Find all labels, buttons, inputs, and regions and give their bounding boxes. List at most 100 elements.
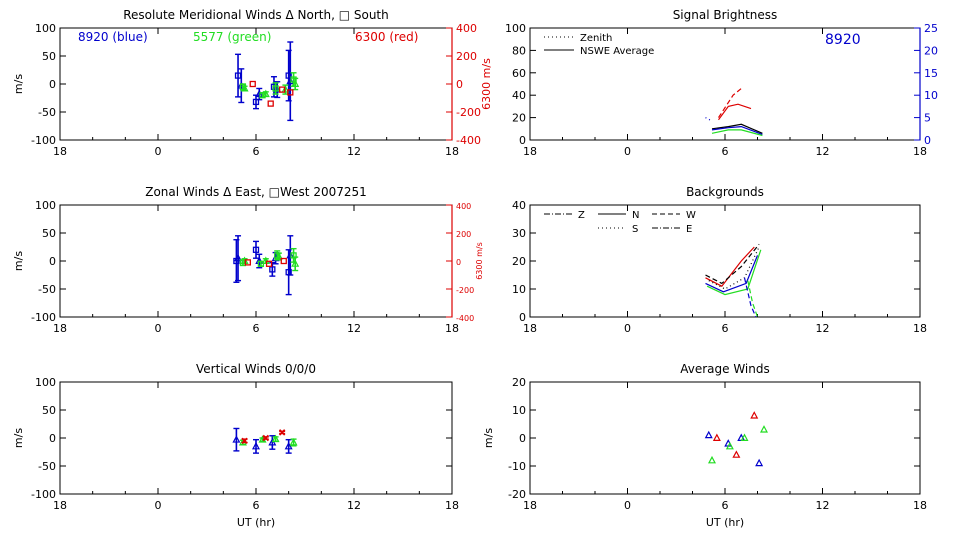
x-tick-label: 18 [53,322,67,335]
right-y-tick-label: 0 [924,134,931,147]
data-point [712,433,721,441]
data-point [265,260,273,267]
x-tick-label: 6 [253,145,260,158]
x-tick-label: 18 [913,499,927,512]
right-y-axis-label: 6300 m/s [480,58,493,110]
data-point [240,84,249,92]
y-tick-label: 50 [42,404,56,417]
data-point [262,434,270,442]
legend-label: N [632,210,639,221]
data-point [285,72,292,79]
data-point [271,434,280,443]
y-tick-label: 100 [35,22,56,35]
y-tick-label: 100 [35,199,56,212]
x-tick-label: 6 [722,499,729,512]
right-y-tick-label: 5 [924,112,931,125]
x-tick-label: 18 [445,322,459,335]
data-point [267,100,274,107]
series-line [705,255,759,293]
y-tick-label: 0 [49,78,56,91]
y-tick-label: -10 [508,460,526,473]
x-axis-label: UT (hr) [706,516,744,529]
y-tick-label: -50 [38,460,56,473]
y-axis-label: m/s [12,251,25,271]
right-y-tick-label: -400 [456,134,481,147]
data-point [289,438,298,446]
x-tick-label: 18 [523,322,537,335]
data-point [274,252,283,260]
right-y-tick-label: 400 [456,202,471,211]
series-line [705,243,760,285]
plot-frame [59,381,453,495]
series-annotation: 8920 (blue) [78,30,148,44]
series-line [743,277,757,318]
series-annotation: 5577 (green) [193,30,271,44]
data-point [234,253,243,262]
data-point [261,256,270,264]
right-y-tick-label: 200 [456,230,471,239]
y-tick-label: 30 [512,227,526,240]
y-axis-label: m/s [12,428,25,448]
right-y-tick-label: 25 [924,22,938,35]
x-tick-label: 18 [913,145,927,158]
y-tick-label: 0 [519,134,526,147]
x-tick-label: 12 [816,145,830,158]
right-y-tick-label: 200 [456,50,477,63]
y-tick-label: 60 [512,67,526,80]
data-point [240,256,249,264]
data-point [286,250,295,259]
data-point [290,76,297,83]
y-tick-label: 20 [512,376,526,389]
y-axis-label: m/s [482,428,495,448]
chart-average: Average Winds 18 0 6 12 18 20 10 0 -10 -20 m/s UT (h… [482,362,927,529]
x-tick-label: 6 [253,322,260,335]
y-axis-label: m/s [12,74,25,94]
legend-label: NSWE Average [580,46,654,57]
right-y-tick-label: -200 [456,286,474,295]
series-line [747,280,759,318]
y-tick-label: 100 [35,376,56,389]
series-line [711,125,763,135]
data-point [280,257,287,265]
x-tick-label: 0 [155,145,162,158]
chart-zonal: Zonal Winds Δ East, □West 2007251 18 0 6 12 1… [12,185,484,335]
y-tick-label: 0 [49,432,56,445]
data-point [284,441,293,450]
series-annotation: 6300 (red) [355,30,418,44]
y-tick-label: 20 [512,112,526,125]
data-point [750,411,759,419]
x-tick-label: 12 [816,499,830,512]
y-tick-label: 0 [519,311,526,324]
y-tick-label: 40 [512,89,526,102]
right-y-tick-label: 0 [456,258,461,267]
y-tick-label: -50 [38,283,56,296]
x-tick-label: 0 [155,499,162,512]
y-tick-label: 0 [519,432,526,445]
data-point [286,76,295,85]
data-point [272,85,279,92]
data-point [281,85,290,93]
plot-frame [529,204,921,318]
x-tick-label: 6 [253,499,260,512]
legend-label: E [686,224,692,235]
plot-area [232,427,298,454]
chart-title: Resolute Meridional Winds Δ North, □ Sou… [123,8,389,22]
y-tick-label: -100 [31,134,56,147]
right-y-tick-label: 400 [456,22,477,35]
data-point [704,430,713,439]
x-tick-label: 6 [722,322,729,335]
x-tick-label: 18 [53,499,67,512]
x-tick-label: 0 [624,499,631,512]
plot-area [234,41,300,122]
data-point [241,437,248,445]
legend-label: W [686,210,696,221]
data-point [755,458,764,467]
data-point [249,80,256,88]
right-y-tick-label: 0 [456,78,463,91]
x-tick-label: 12 [347,322,361,335]
data-point [232,435,241,443]
x-tick-label: 18 [913,322,927,335]
y-tick-label: -100 [31,311,56,324]
data-point [732,450,741,458]
